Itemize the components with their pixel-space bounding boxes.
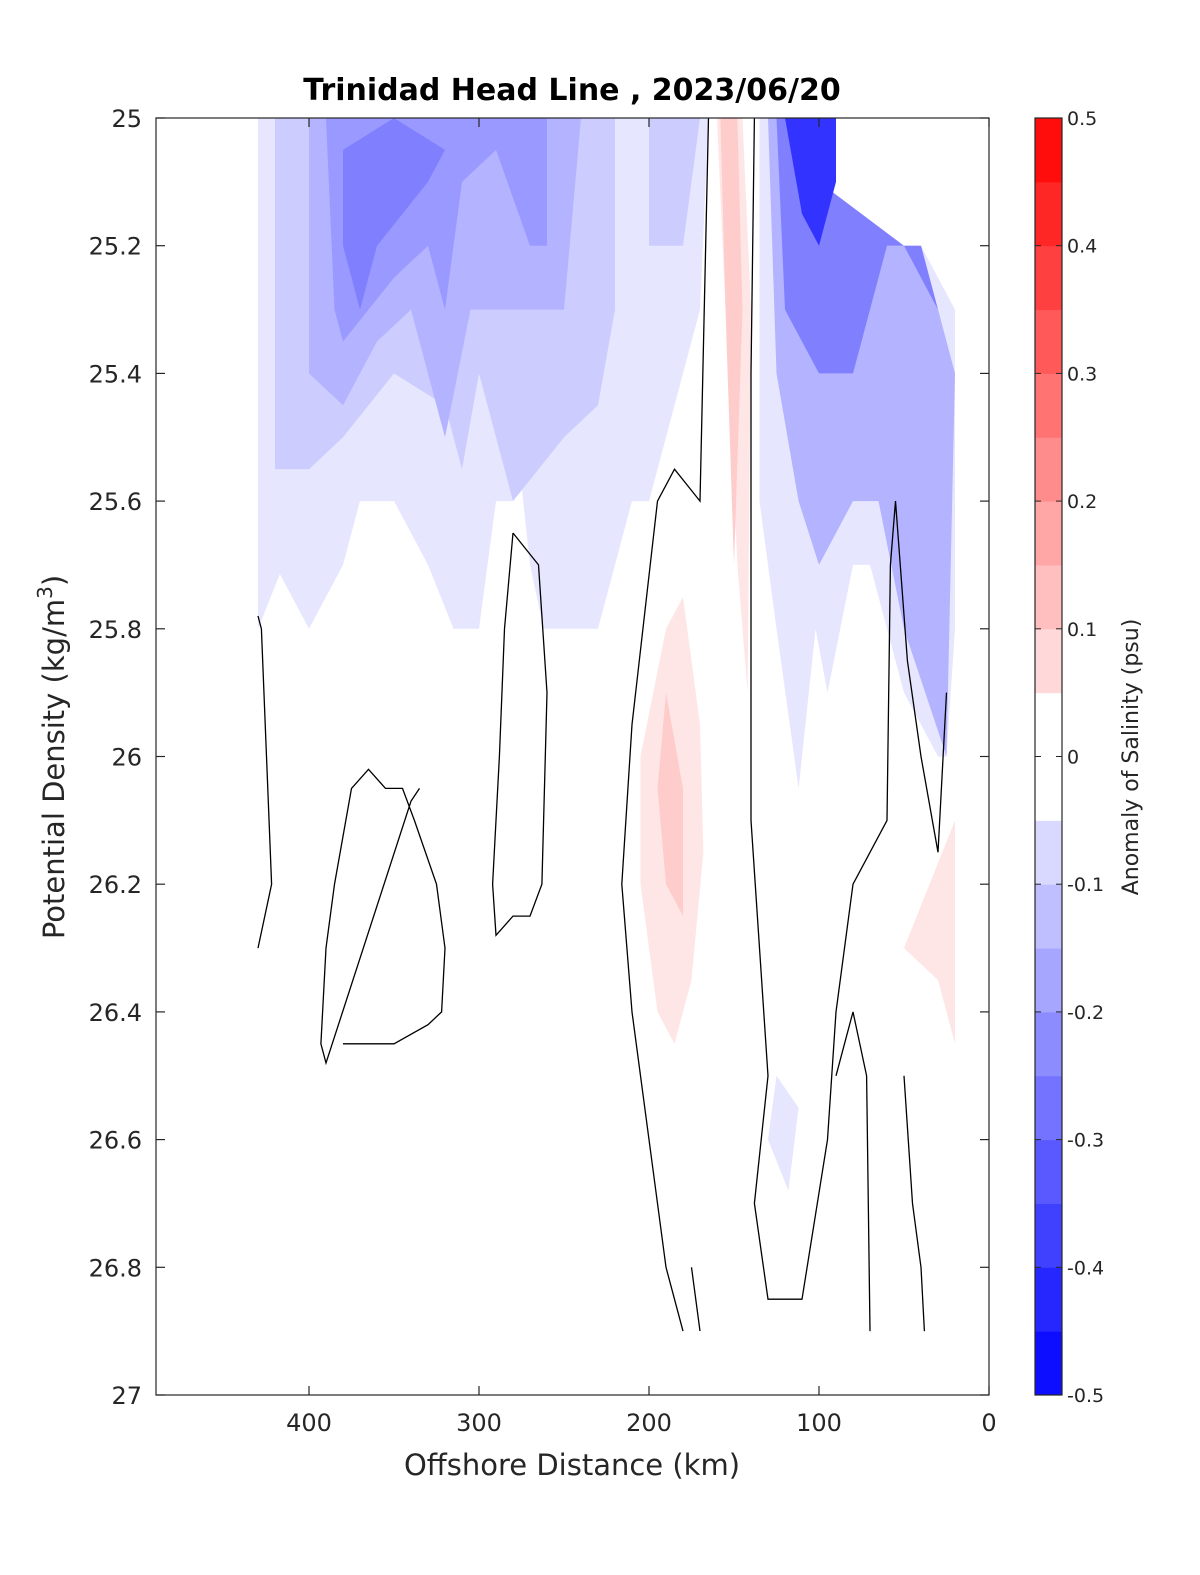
colorbar-swatch	[1035, 884, 1062, 949]
colorbar-tick-label: -0.4	[1067, 1257, 1104, 1279]
colorbar-tick-label: -0.2	[1067, 1002, 1104, 1024]
contour-region-16	[904, 820, 955, 1044]
colorbar-label: Anomaly of Salinity (psu)	[1119, 619, 1144, 896]
colorbar-swatch	[1035, 501, 1062, 566]
zero-contour-line	[835, 1011, 871, 1332]
zero-contour-line	[690, 1267, 701, 1332]
colorbar-swatch	[1035, 1331, 1062, 1396]
y-axis-label: Potential Density (kg/m3)	[33, 575, 71, 939]
contour-region-7	[343, 118, 445, 310]
colorbar-tick-label: -0.3	[1067, 1130, 1104, 1152]
y-tick-label: 26	[111, 744, 142, 772]
colorbar: 0.5 0.4 0.3 0.2 0.1 0 -0.1 -0.2 -0.3 -0.4 -0.5	[1034, 108, 1104, 1407]
zero-contour-line	[491, 532, 548, 937]
zero-contour-line	[750, 117, 948, 1300]
colorbar-tick-label: 0.4	[1067, 236, 1097, 258]
zero-contour-line	[621, 117, 710, 1332]
y-tick-label: 26.8	[89, 1254, 142, 1282]
y-tick-label: 26.4	[89, 999, 142, 1027]
colorbar-swatch	[1035, 373, 1062, 438]
zero-contour-line	[903, 1075, 926, 1332]
chart-title: Trinidad Head Line , 2023/06/20	[303, 73, 840, 108]
colorbar-tick-label: 0.2	[1067, 491, 1097, 513]
colorbar-swatch	[1035, 756, 1062, 821]
colorbar-swatch	[1035, 118, 1062, 183]
y-tick-label: 25.4	[89, 360, 142, 388]
colorbar-swatch	[1035, 245, 1062, 311]
contour-region-14	[776, 118, 955, 374]
colorbar-swatch	[1035, 181, 1062, 247]
colorbar-swatch	[1035, 437, 1062, 502]
colorbar-ticks: 0.5 0.4 0.3 0.2 0.1 0 -0.1 -0.2 -0.3 -0.4 -0.5	[1035, 108, 1104, 1407]
zero-contour-line	[257, 615, 273, 949]
y-tick-label: 26.6	[89, 1127, 142, 1155]
colorbar-swatches	[1035, 118, 1062, 1396]
colorbar-tick-label: 0.3	[1067, 363, 1097, 385]
contour-region-17	[768, 1075, 799, 1191]
colorbar-swatch	[1035, 1139, 1062, 1204]
colorbar-swatch	[1035, 948, 1062, 1013]
contour-region-11	[657, 692, 683, 917]
zero-contour-line	[320, 768, 446, 1066]
colorbar-swatch	[1035, 1267, 1062, 1332]
y-tick-label: 27	[111, 1382, 142, 1410]
x-tick-label: 0	[981, 1409, 996, 1437]
plot-area: 400 300 200 100 0 25 25.2 25.4 25.6 25.8 26 26.2 26…	[89, 105, 997, 1437]
y-tick-label: 25.2	[89, 233, 142, 261]
x-tick-label: 400	[286, 1409, 332, 1437]
colorbar-swatch	[1035, 628, 1062, 694]
colorbar-tick-label: 0.5	[1067, 108, 1097, 130]
x-axis-ticks: 400 300 200 100 0	[286, 118, 997, 1437]
colorbar-tick-label: 0	[1067, 747, 1079, 769]
contour-fill-layer	[258, 118, 955, 1191]
colorbar-swatch	[1035, 564, 1062, 630]
colorbar-tick-label: -0.5	[1067, 1385, 1104, 1407]
y-axis-ticks: 25 25.2 25.4 25.6 25.8 26 26.2 26.4 26.6 26.8 27	[89, 105, 989, 1410]
colorbar-swatch	[1035, 309, 1062, 374]
colorbar-swatch	[1035, 1203, 1062, 1268]
x-tick-label: 200	[626, 1409, 672, 1437]
x-tick-label: 300	[456, 1409, 502, 1437]
colorbar-swatch	[1035, 692, 1062, 757]
colorbar-swatch	[1035, 820, 1062, 885]
colorbar-tick-label: -0.1	[1067, 874, 1104, 896]
x-tick-label: 100	[796, 1409, 842, 1437]
y-tick-label: 26.2	[89, 871, 142, 899]
contour-region-4	[649, 118, 700, 246]
y-tick-label: 25.8	[89, 616, 142, 644]
y-tick-label: 25	[111, 105, 142, 133]
colorbar-tick-label: 0.1	[1067, 619, 1097, 641]
contour-region-15	[785, 118, 836, 246]
x-axis-label: Offshore Distance (km)	[404, 1448, 740, 1482]
colorbar-swatch	[1035, 1011, 1062, 1077]
colorbar-swatch	[1035, 1075, 1062, 1141]
contour-region-9	[720, 118, 743, 565]
y-tick-label: 25.6	[89, 488, 142, 516]
zero-contour-layer	[257, 117, 948, 1332]
